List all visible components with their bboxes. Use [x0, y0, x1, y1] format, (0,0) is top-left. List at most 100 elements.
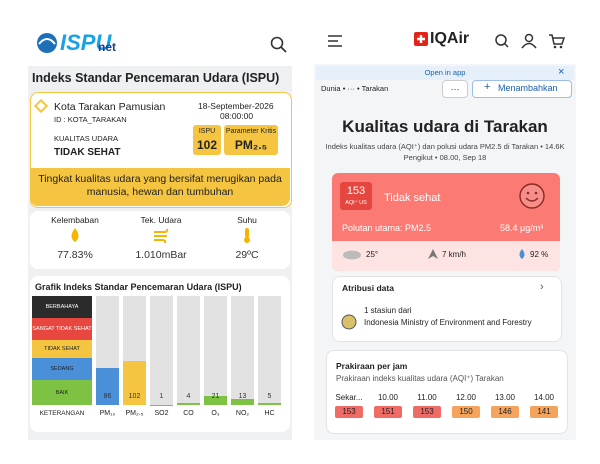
category-label: HC — [264, 410, 275, 417]
ispu-label: ISPU — [198, 128, 216, 135]
bar — [231, 399, 254, 405]
weather-icon — [67, 227, 83, 244]
crumb[interactable]: ··· — [347, 84, 355, 93]
forecast-hour: Sekar... — [335, 393, 363, 402]
temperature: 25° — [366, 250, 379, 259]
crumb[interactable]: Dunia — [321, 84, 341, 93]
icon — [244, 228, 250, 243]
legend-band — [32, 380, 92, 405]
bar — [258, 402, 281, 405]
cloud-icon — [343, 250, 361, 260]
attribution-source: Indonesia Ministry of Environment and Fo… — [364, 318, 532, 327]
city-title: Kualitas udara di Tarakan — [342, 117, 548, 136]
weather-label: Tek. Udara — [140, 215, 182, 225]
iqair-logo: IQAir — [430, 30, 470, 47]
legend-label: SANGAT TIDAK SEHAT — [32, 326, 92, 332]
legend-label: SEDANG — [50, 366, 74, 372]
quality-label: KUALITAS UDARA — [54, 134, 119, 143]
iqair-icon — [414, 32, 428, 46]
aqi-status: Tidak sehat — [384, 192, 441, 204]
page-title: Indeks Standar Pencemaran Udara (ISPU) — [32, 71, 280, 85]
wind: 7 km/h — [442, 250, 467, 259]
forecast-badge: 153 — [335, 406, 363, 418]
category-label: PM₂.₅ — [125, 410, 144, 417]
ispu-value: 102 — [196, 138, 218, 152]
open-app[interactable]: Open in app — [424, 68, 466, 77]
add-icon: + — [484, 81, 491, 93]
bar — [177, 403, 200, 405]
forecast-hour: 14.00 — [533, 393, 555, 402]
header-icons[interactable] — [494, 33, 566, 49]
forecast-badge: 146 — [491, 406, 519, 418]
forecast-badge: 141 — [530, 406, 558, 418]
weather-label: Kelembaban — [51, 215, 99, 225]
chart-title: Grafik Indeks Standar Pencemaran Udara (… — [35, 282, 242, 292]
add-button[interactable] — [472, 80, 572, 98]
weather-icon — [239, 227, 255, 244]
bar-track — [150, 296, 173, 405]
category-label: SO2 — [154, 410, 169, 417]
close-icon[interactable]: × — [558, 66, 565, 78]
aqi-value: 153 — [346, 185, 366, 197]
search-icon[interactable] — [270, 36, 288, 54]
quality-value: TIDAK SEHAT — [54, 147, 121, 158]
station-date: 18-September-2026 — [198, 101, 274, 111]
concentration: 58.4 µg/m³ — [500, 223, 544, 233]
aqi-unit: AQI⁺ US — [345, 200, 367, 206]
legend-title: KETERANGAN — [39, 410, 85, 417]
bar-value: 13 — [238, 393, 247, 400]
crumb[interactable]: Tarakan — [361, 84, 389, 93]
weather-icon — [153, 227, 169, 244]
forecast-hour: 12.00 — [455, 393, 477, 402]
forecast-hour: 10.00 — [377, 393, 399, 402]
add-label[interactable]: Menambahkan — [498, 83, 558, 93]
menu-icon[interactable] — [328, 35, 344, 47]
chevron: › — [540, 281, 544, 293]
face-icon — [519, 183, 545, 209]
legend-band — [32, 296, 92, 318]
logo-sub: net — [98, 40, 116, 54]
bar-value: 1 — [159, 393, 164, 400]
weather-value: 29ºC — [235, 249, 259, 261]
bar — [204, 395, 227, 405]
aqi-box — [340, 182, 372, 210]
bar-value: 5 — [267, 393, 272, 400]
legend-band — [32, 358, 92, 380]
open-app-bar[interactable] — [316, 66, 574, 80]
left-header — [28, 20, 292, 66]
category-label: NO₂ — [235, 410, 250, 417]
weather-label: Suhu — [237, 215, 257, 225]
param-label: Parameter Kritis — [225, 128, 277, 135]
station-id: ID : KOTA_TARAKAN — [54, 115, 127, 124]
humidity: 92 % — [530, 250, 549, 259]
forecast-hour: 13.00 — [494, 393, 516, 402]
ispu-box — [193, 125, 221, 155]
category-label: O₃ — [211, 410, 220, 417]
bar-track — [204, 296, 227, 405]
attribution-card[interactable] — [332, 276, 562, 342]
attribution-line: 1 stasiun dari — [364, 306, 412, 315]
forecast-hour: 11.00 — [417, 393, 437, 402]
legend-label: BERBAHAYA — [45, 304, 79, 310]
bar-track — [177, 296, 200, 405]
location-icon — [34, 99, 48, 113]
bar-value: 21 — [211, 393, 220, 400]
logo-icon — [37, 33, 57, 53]
category-label: CO — [183, 410, 194, 417]
attribution-title: Atribusi data — [342, 283, 394, 293]
forecast-title: Prakiraan per jam — [336, 361, 408, 371]
bar-value: 4 — [186, 393, 191, 400]
bar-track — [231, 296, 254, 405]
param-box — [224, 125, 278, 155]
forecast-badge: 150 — [452, 406, 480, 418]
ministry-icon — [341, 314, 357, 330]
breadcrumb: Dunia • ··· • Tarakan — [321, 84, 389, 93]
legend-band — [32, 318, 92, 340]
more-button[interactable]: ··· — [442, 80, 468, 98]
wind-icon — [428, 249, 438, 259]
forecast-subtitle: Prakiraan indeks kualitas udara (AQI⁺) T… — [336, 374, 504, 383]
city-subtitle: Indeks kualitas udara (AQI⁺) dan polusi … — [325, 142, 565, 162]
legend-label: TIDAK SEHAT — [44, 346, 80, 352]
bar — [123, 360, 146, 405]
param-value: PM₂.₅ — [234, 138, 268, 152]
